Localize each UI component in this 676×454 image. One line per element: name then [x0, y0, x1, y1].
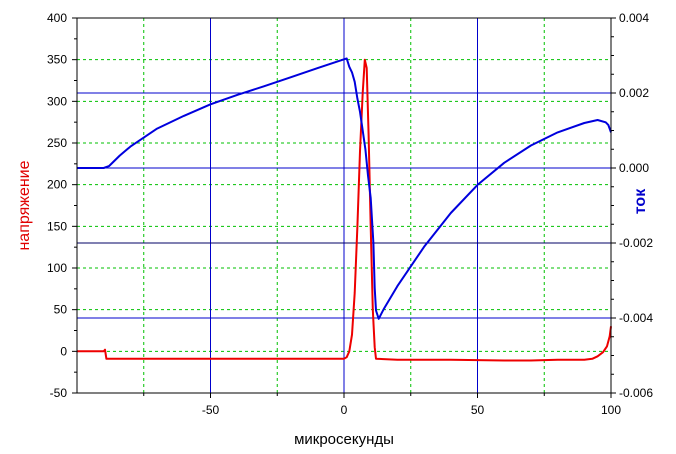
y-left-tick-label: 200 [47, 178, 67, 192]
current-series-line [77, 57, 612, 320]
x-axis-label: микросекунды [294, 431, 394, 448]
y-right-tick-label: -0.004 [619, 311, 653, 325]
x-tick-label: 0 [341, 403, 348, 417]
y-left-tick-label: 400 [47, 11, 67, 25]
y-axis-right-label: ток [632, 188, 649, 214]
y-right-tick-label: 0.002 [619, 86, 649, 100]
y-right-tick-label: 0.000 [619, 161, 649, 175]
x-tick-label: 50 [471, 403, 485, 417]
y-right-tick-label: -0.002 [619, 236, 653, 250]
y-left-tick-label: 300 [47, 94, 67, 108]
y-right-tick-label: -0.006 [619, 386, 653, 400]
series-layer [77, 57, 612, 362]
y-left-tick-label: 250 [47, 136, 67, 150]
y-left-tick-label: -50 [50, 386, 68, 400]
y-left-tick-label: 350 [47, 53, 67, 67]
voltage-series-line [77, 58, 612, 362]
y-left-tick-label: 0 [60, 344, 67, 358]
y-left-tick-label: 100 [47, 261, 67, 275]
y-axis-left-label: напряжение [16, 160, 33, 250]
y-left-tick-label: 50 [54, 303, 68, 317]
x-tick-label: 100 [601, 403, 621, 417]
y-left-tick-label: 150 [47, 219, 67, 233]
x-tick-label: -50 [202, 403, 220, 417]
grid [77, 18, 611, 393]
y-right-tick-label: 0.004 [619, 11, 649, 25]
ticks: 400 350 300 250 200 150 100 50 0 -50 0.004 0.002 0.0… [47, 11, 653, 417]
